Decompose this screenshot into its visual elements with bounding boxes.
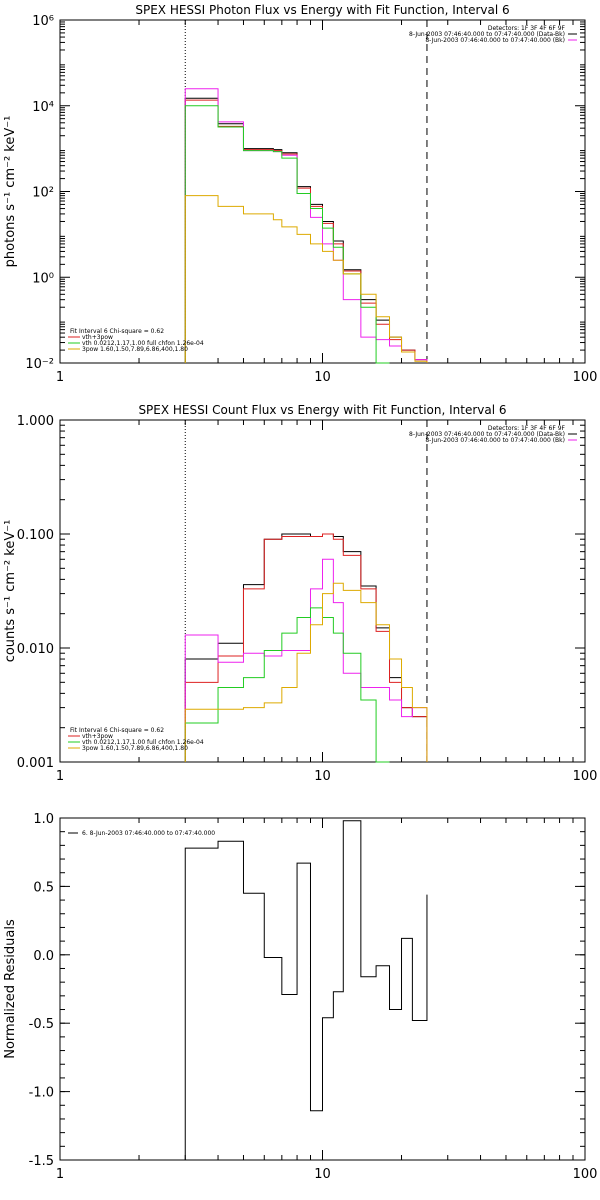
y-tick-label: 0.0 (33, 949, 54, 964)
y-tick-label: -0.5 (29, 1017, 54, 1032)
y-tick-label: 1.0 (33, 812, 54, 827)
legend-entry: 3pow 1.60,1.50,7.89,6.86,400,1.80 (82, 346, 188, 353)
y-tick-label: -1.5 (29, 1154, 54, 1169)
y-tick-label: 0.010 (17, 642, 54, 657)
legend-entry: 8-Jun-2003 07:46:40.000 to 07:47:40.000 … (425, 437, 565, 444)
series-line-5 (184, 582, 428, 762)
y-axis-label: Normalized Residuals (3, 919, 18, 1059)
y-tick-label: 10⁶ (32, 14, 54, 29)
x-tick-label: 100 (573, 769, 598, 784)
y-tick-label: 1.000 (17, 414, 54, 429)
series-line-4 (184, 607, 390, 763)
chart-title: SPEX HESSI Count Flux vs Energy with Fit… (138, 403, 506, 417)
series-line-2 (184, 99, 428, 363)
series-line-3 (184, 88, 428, 363)
legend-entry: vth 0.0212,1.17,1.00 full chfon 1.26e-04 (82, 739, 204, 746)
legend-entry: 8-Jun-2003 07:46:40.000 to 07:47:40.000 … (409, 31, 565, 38)
x-tick-label: 100 (573, 1167, 598, 1182)
legend-entry: vth+3pow (82, 334, 113, 341)
y-tick-label: 10⁴ (32, 100, 54, 115)
y-axis-label: counts s⁻¹ cm⁻² keV⁻¹ (3, 520, 18, 663)
series-line-3 (184, 558, 428, 762)
x-tick-label: 1 (56, 769, 64, 784)
legend-entry: 6. 8-Jun-2003 07:46:40.000 to 07:47:40.0… (82, 830, 215, 837)
y-tick-label: 10² (32, 186, 54, 201)
legend-entry: Detectors: 1F 3F 4F 6F 9F (488, 25, 566, 32)
chart-title: SPEX HESSI Photon Flux vs Energy with Fi… (135, 3, 509, 17)
series-line-1 (184, 97, 428, 363)
x-tick-label: 1 (56, 1167, 64, 1182)
series-line-1 (184, 820, 428, 1160)
series-line-4 (184, 105, 390, 364)
chart-panel-3: 1 10 100 -1.5 -1.0 -0.5 0.0 0.5 1.0 Normalized Re… (3, 812, 597, 1182)
legend-entry: vth+3pow (82, 733, 113, 740)
legend-entry: 8-Jun-2003 07:46:40.000 to 07:47:40.000 … (409, 431, 565, 438)
chart-panel-2: SPEX HESSI Count Flux vs Energy with Fit… (3, 403, 597, 784)
legend-entry: Fit Interval 6 Chi-square = 0.62 (70, 328, 164, 335)
y-tick-label: 10⁻² (25, 357, 54, 372)
series-line-2 (184, 533, 428, 762)
legend-entry: 8-Jun-2003 07:46:40.000 to 07:47:40.000 … (425, 37, 565, 44)
x-tick-label: 10 (314, 769, 331, 784)
series-line-1 (184, 533, 428, 762)
y-tick-label: 0.100 (17, 528, 54, 543)
series-line-5 (184, 195, 428, 363)
y-axis-label: photons s⁻¹ cm⁻² keV⁻¹ (3, 116, 18, 268)
legend-entry: Detectors: 1F 3F 4F 6F 9F (488, 425, 566, 432)
x-tick-label: 10 (314, 370, 331, 385)
x-tick-label: 1 (56, 370, 64, 385)
x-tick-label: 10 (314, 1167, 331, 1182)
y-tick-label: 0.5 (33, 880, 54, 895)
legend-entry: Fit Interval 6 Chi-square = 0.62 (70, 727, 164, 734)
chart-panel-1: SPEX HESSI Photon Flux vs Energy with Fi… (3, 3, 597, 385)
y-tick-label: 10⁰ (32, 271, 54, 286)
y-tick-label: -1.0 (29, 1086, 54, 1101)
y-tick-label: 0.001 (17, 756, 54, 771)
plot-frame (59, 19, 586, 364)
legend-entry: 3pow 1.60,1.50,7.89,6.86,400,1.80 (82, 745, 188, 752)
legend-entry: vth 0.0212,1.17,1.00 full chfon 1.26e-04 (82, 340, 204, 347)
x-tick-label: 100 (573, 370, 598, 385)
plot-frame (59, 419, 586, 763)
